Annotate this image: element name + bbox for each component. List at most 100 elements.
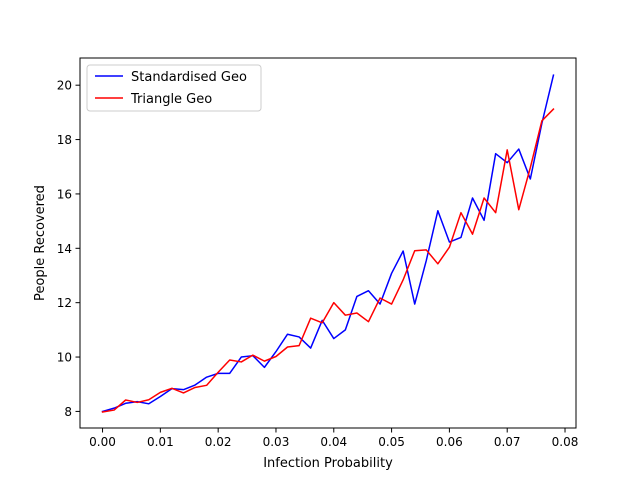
x-tick-label: 0.01 — [147, 435, 174, 449]
legend-box — [86, 64, 262, 112]
data-point-standardised-geo — [459, 236, 462, 239]
data-point-triangle-geo — [494, 211, 497, 214]
data-point-standardised-geo — [552, 74, 555, 77]
x-tick-label: 0.07 — [494, 435, 521, 449]
data-point-triangle-geo — [217, 371, 220, 374]
data-point-triangle-geo — [355, 312, 358, 315]
data-point-standardised-geo — [147, 402, 150, 405]
data-point-standardised-geo — [124, 402, 127, 405]
data-point-triangle-geo — [448, 246, 451, 249]
data-point-triangle-geo — [298, 344, 301, 347]
y-tick-label: 8 — [64, 405, 72, 419]
data-point-triangle-geo — [147, 398, 150, 401]
data-point-triangle-geo — [506, 148, 509, 151]
data-point-triangle-geo — [159, 391, 162, 394]
data-point-standardised-geo — [240, 356, 243, 359]
y-tick-label: 10 — [57, 351, 72, 365]
data-point-triangle-geo — [471, 233, 474, 236]
data-point-triangle-geo — [113, 409, 116, 412]
x-tick-label: 0.00 — [89, 435, 116, 449]
legend-label-standardised-geo: Standardised Geo — [131, 70, 247, 85]
data-point-standardised-geo — [413, 303, 416, 306]
data-point-standardised-geo — [367, 289, 370, 292]
data-point-triangle-geo — [540, 119, 543, 122]
y-tick-label: 14 — [57, 242, 72, 256]
data-point-standardised-geo — [494, 152, 497, 155]
data-point-standardised-geo — [286, 333, 289, 336]
data-point-triangle-geo — [274, 355, 277, 358]
data-point-standardised-geo — [182, 388, 185, 391]
y-tick-label: 16 — [57, 187, 72, 201]
data-point-standardised-geo — [263, 366, 266, 369]
data-point-triangle-geo — [263, 360, 266, 363]
data-point-triangle-geo — [205, 384, 208, 387]
data-point-triangle-geo — [379, 297, 382, 300]
data-point-triangle-geo — [344, 314, 347, 317]
x-tick-label: 0.03 — [263, 435, 290, 449]
data-point-triangle-geo — [309, 317, 312, 320]
data-point-triangle-geo — [228, 359, 231, 362]
data-point-triangle-geo — [425, 248, 428, 251]
data-point-triangle-geo — [367, 320, 370, 323]
data-point-triangle-geo — [332, 301, 335, 304]
data-point-standardised-geo — [425, 259, 428, 262]
x-axis-ticks: 0.00 0.01 0.02 0.03 0.04 0.05 0.06 0.07 0.08 — [89, 428, 578, 449]
data-point-standardised-geo — [517, 148, 520, 151]
data-point-triangle-geo — [413, 249, 416, 252]
data-point-triangle-geo — [517, 208, 520, 211]
data-point-standardised-geo — [483, 219, 486, 222]
data-point-triangle-geo — [459, 211, 462, 214]
data-point-standardised-geo — [390, 272, 393, 275]
data-point-triangle-geo — [170, 387, 173, 390]
data-point-standardised-geo — [205, 376, 208, 379]
data-point-triangle-geo — [124, 399, 127, 402]
data-point-standardised-geo — [379, 303, 382, 306]
series-line-standardised-geo — [101, 74, 555, 413]
y-axis-ticks: 8 10 12 14 16 18 20 — [57, 79, 80, 419]
data-point-standardised-geo — [298, 335, 301, 338]
data-point-triangle-geo — [436, 262, 439, 265]
data-point-standardised-geo — [332, 337, 335, 340]
data-point-standardised-geo — [274, 350, 277, 353]
data-point-triangle-geo — [182, 391, 185, 394]
data-point-triangle-geo — [194, 386, 197, 389]
legend-label-triangle-geo: Triangle Geo — [130, 92, 212, 107]
x-tick-label: 0.05 — [378, 435, 405, 449]
y-tick-label: 18 — [57, 133, 72, 147]
data-point-triangle-geo — [101, 410, 104, 413]
x-tick-label: 0.04 — [320, 435, 347, 449]
data-point-triangle-geo — [240, 360, 243, 363]
axes-frame — [79, 57, 577, 429]
series-line-triangle-geo — [101, 108, 555, 413]
x-tick-label: 0.08 — [552, 435, 579, 449]
data-point-standardised-geo — [159, 395, 162, 398]
data-point-standardised-geo — [344, 328, 347, 331]
legend: Standardised Geo Triangle Geo — [86, 64, 262, 112]
x-tick-label: 0.06 — [436, 435, 463, 449]
x-tick-label: 0.02 — [205, 435, 232, 449]
y-tick-label: 12 — [57, 296, 72, 310]
data-point-standardised-geo — [309, 347, 312, 350]
data-point-standardised-geo — [529, 177, 532, 180]
data-point-triangle-geo — [251, 354, 254, 357]
data-point-triangle-geo — [390, 303, 393, 306]
data-point-triangle-geo — [321, 321, 324, 324]
data-point-triangle-geo — [483, 197, 486, 200]
data-point-triangle-geo — [402, 278, 405, 281]
data-point-standardised-geo — [436, 209, 439, 212]
y-tick-label: 20 — [57, 79, 72, 93]
y-axis-label: People Recovered — [33, 185, 48, 301]
data-point-triangle-geo — [529, 166, 532, 169]
data-point-standardised-geo — [402, 250, 405, 253]
data-point-standardised-geo — [228, 372, 231, 375]
series-layer — [101, 74, 555, 413]
data-point-standardised-geo — [355, 295, 358, 298]
data-point-triangle-geo — [136, 401, 139, 404]
data-point-triangle-geo — [552, 108, 555, 111]
data-point-triangle-geo — [286, 345, 289, 348]
data-point-standardised-geo — [471, 197, 474, 200]
data-point-standardised-geo — [506, 161, 509, 164]
x-axis-label: Infection Probability — [263, 456, 393, 471]
